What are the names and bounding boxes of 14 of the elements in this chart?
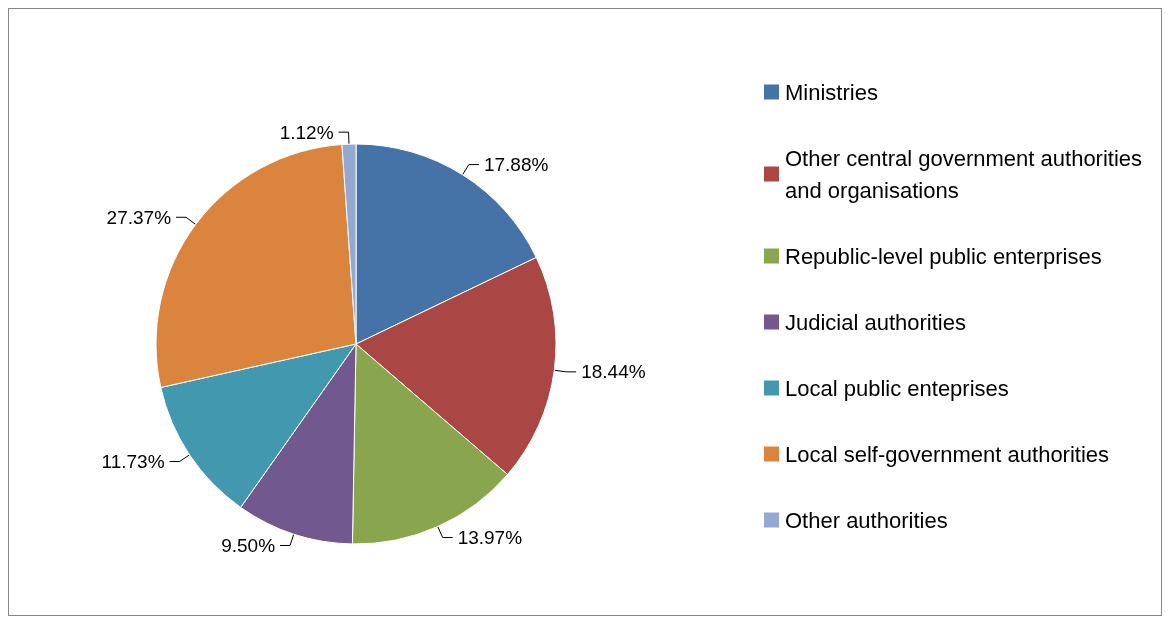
data-label: 18.44% <box>581 361 646 383</box>
data-label: 11.73% <box>101 451 165 473</box>
legend-label: Local self-government authorities <box>785 441 1110 467</box>
legend-label: Judicial authorities <box>785 309 966 335</box>
legend-label: Other central government authorities and organisations <box>785 145 1149 203</box>
legend-label: Other authorities <box>785 507 948 533</box>
data-label: 13.97% <box>457 526 523 548</box>
data-label: 27.37% <box>106 206 172 228</box>
legend-label: Local public enteprises <box>785 375 1009 401</box>
legend-label: Republic-level public enterprises <box>785 243 1102 269</box>
data-label: 17.88% <box>483 154 549 176</box>
data-label: 9.50% <box>221 534 276 556</box>
legend-label: Ministries <box>785 79 878 105</box>
data-label: 1.12% <box>279 121 334 143</box>
